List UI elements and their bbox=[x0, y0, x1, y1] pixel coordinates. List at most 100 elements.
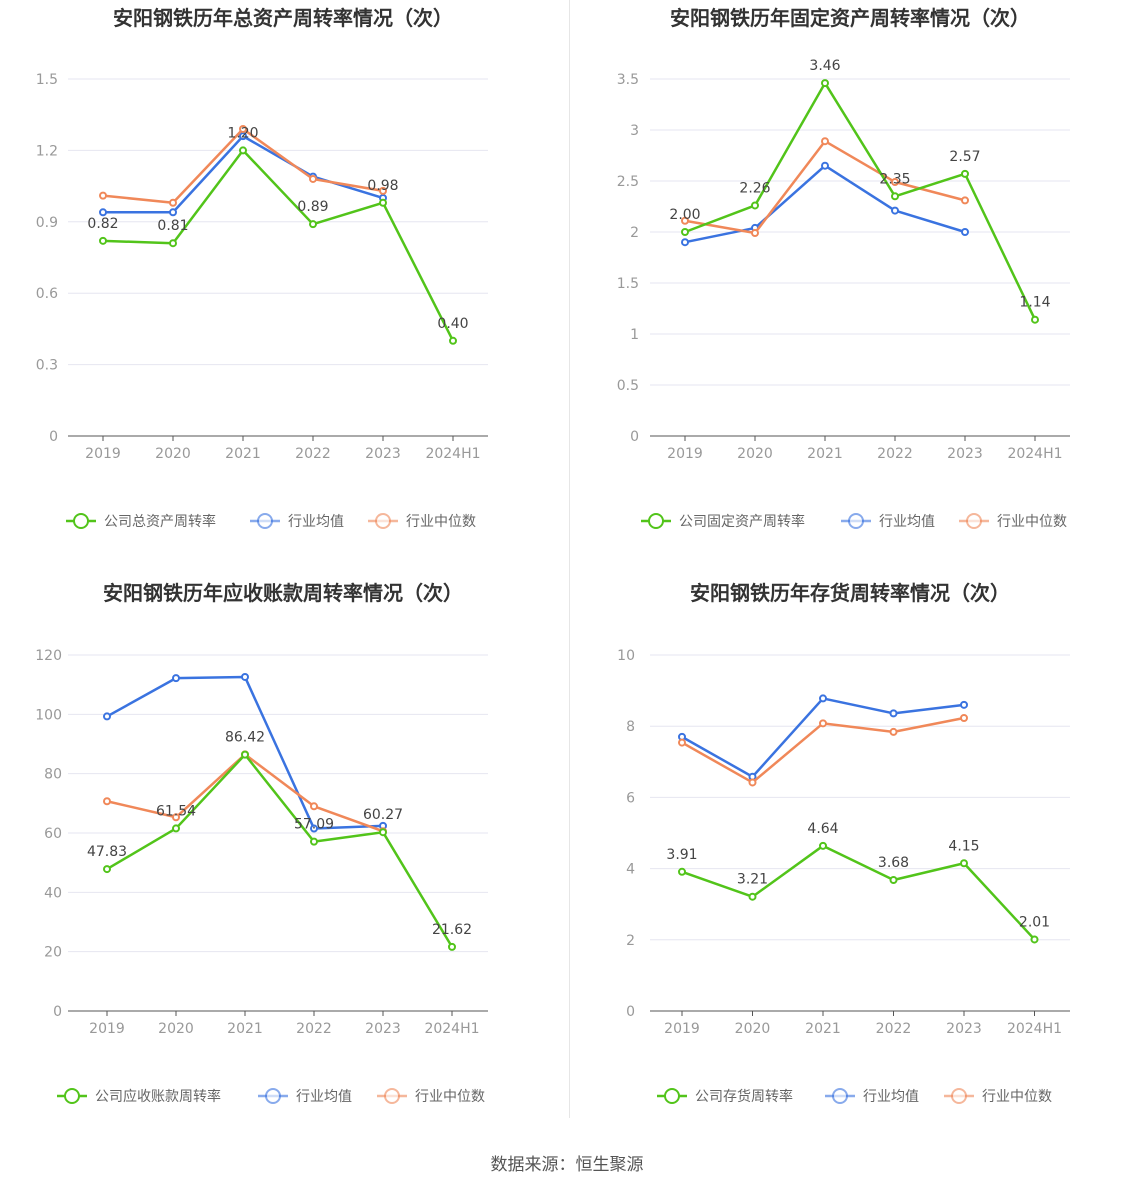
data-point-avg bbox=[169, 208, 177, 217]
data-point-company bbox=[889, 875, 898, 884]
series-line-company bbox=[102, 149, 455, 342]
y-tick-label: 0 bbox=[53, 1004, 62, 1020]
data-point-company bbox=[961, 169, 969, 178]
panel-divider bbox=[569, 0, 570, 1118]
chart-panel-fixed-asset-turnover: 安阳钢铁历年固定资产周转率情况（次） 0 0.5 1 1.5 2 2.5 3 3.5 2019 20… bbox=[567, 0, 1134, 560]
data-source-note: 数据来源：恒生聚源 bbox=[490, 1155, 644, 1175]
x-tick-label: 2019 bbox=[89, 1021, 125, 1037]
data-label: 0.98 bbox=[367, 178, 398, 194]
legend-item-avg[interactable]: 行业均值 bbox=[825, 1088, 919, 1105]
data-label: 2.57 bbox=[949, 149, 980, 165]
x-tick-label: 2024H1 bbox=[424, 1021, 479, 1037]
data-label: 86.42 bbox=[225, 730, 265, 746]
data-point-avg bbox=[681, 238, 689, 247]
x-tick-label: 2019 bbox=[664, 1021, 700, 1037]
chart-total-asset-turnover: 安阳钢铁历年总资产周转率情况（次） 0 0.3 0.6 0.9 1.2 1.5 2019 202… bbox=[36, 6, 488, 530]
legend-marker-icon bbox=[832, 1088, 848, 1104]
data-label: 3.46 bbox=[809, 58, 840, 74]
chart-title: 安阳钢铁历年固定资产周转率情况（次） bbox=[670, 6, 1030, 30]
legend-item-median[interactable]: 行业中位数 bbox=[944, 1088, 1052, 1105]
data-point-median bbox=[172, 813, 180, 822]
legend-marker-icon bbox=[966, 513, 982, 529]
series-line-median bbox=[681, 716, 965, 784]
data-point-median bbox=[103, 797, 111, 806]
legend-item-avg[interactable]: 行业均值 bbox=[258, 1088, 352, 1105]
chart-fixed-asset-turnover: 安阳钢铁历年固定资产周转率情况（次） 0 0.5 1 1.5 2 2.5 3 3.5 2019 20… bbox=[617, 6, 1070, 530]
legend-marker-icon bbox=[664, 1088, 680, 1104]
y-tick-label: 3.5 bbox=[617, 72, 639, 88]
data-label: 4.64 bbox=[807, 821, 838, 837]
chart-panel-total-asset-turnover: 安阳钢铁历年总资产周转率情况（次） 0 0.3 0.6 0.9 1.2 1.5 2019 202… bbox=[0, 0, 567, 560]
legend-label: 公司总资产周转率 bbox=[104, 513, 216, 530]
legend-item-avg[interactable]: 行业均值 bbox=[250, 513, 344, 530]
legend-item-median[interactable]: 行业中位数 bbox=[377, 1088, 485, 1105]
data-point-median bbox=[379, 186, 387, 195]
data-point-median bbox=[678, 738, 686, 747]
legend-label: 行业中位数 bbox=[997, 514, 1067, 530]
legend-label: 公司存货周转率 bbox=[695, 1088, 793, 1105]
legend-item-company[interactable]: 公司总资产周转率 bbox=[66, 513, 216, 530]
data-label: 3.68 bbox=[878, 855, 909, 871]
y-tick-label: 2.5 bbox=[617, 174, 639, 190]
legend-label: 行业中位数 bbox=[415, 1089, 485, 1105]
x-tick-label: 2019 bbox=[85, 446, 121, 462]
data-point-company bbox=[103, 865, 111, 874]
x-tick-label: 2021 bbox=[807, 446, 843, 462]
x-tick-label: 2021 bbox=[225, 446, 261, 462]
legend-item-avg[interactable]: 行业均值 bbox=[841, 513, 935, 530]
y-tick-label: 3 bbox=[630, 123, 639, 139]
legend-marker-icon bbox=[265, 1088, 281, 1104]
y-tick-label: 0.9 bbox=[36, 215, 58, 231]
data-point-median bbox=[310, 802, 318, 811]
x-tick-label: 2019 bbox=[667, 446, 703, 462]
legend-marker-icon bbox=[951, 1088, 967, 1104]
data-label: 1.14 bbox=[1019, 295, 1050, 311]
data-label: 4.15 bbox=[948, 838, 979, 854]
legend-item-median[interactable]: 行业中位数 bbox=[368, 513, 476, 530]
y-tick-label: 0.5 bbox=[617, 378, 639, 394]
x-tick-label: 2020 bbox=[735, 1021, 771, 1037]
x-tick-label: 2021 bbox=[805, 1021, 841, 1037]
data-point-company bbox=[681, 228, 689, 236]
series-line-company bbox=[684, 81, 1037, 321]
data-point-company bbox=[748, 892, 757, 901]
data-label: 2.00 bbox=[669, 207, 700, 223]
y-tick-label: 1.5 bbox=[617, 276, 639, 292]
legend-marker-icon bbox=[848, 513, 864, 529]
x-tick-label: 2023 bbox=[946, 1021, 982, 1037]
data-point-avg bbox=[241, 672, 249, 681]
data-point-company bbox=[821, 79, 829, 88]
legend-item-company[interactable]: 公司固定资产周转率 bbox=[641, 513, 805, 530]
legend-label: 行业中位数 bbox=[982, 1089, 1052, 1105]
y-tick-label: 1.5 bbox=[36, 72, 58, 88]
series-line-avg bbox=[681, 697, 965, 779]
data-point-company bbox=[819, 841, 827, 850]
data-label: 47.83 bbox=[87, 844, 127, 860]
legend-item-company[interactable]: 公司应收账款周转率 bbox=[57, 1088, 221, 1105]
legend-marker-icon bbox=[257, 513, 273, 529]
y-tick-label: 40 bbox=[44, 885, 62, 901]
x-tick-label: 2020 bbox=[737, 446, 773, 462]
data-point-company bbox=[960, 859, 968, 868]
data-label: 0.40 bbox=[437, 316, 468, 332]
data-point-median bbox=[821, 137, 829, 146]
legend-label: 公司固定资产周转率 bbox=[679, 513, 805, 530]
legend-label: 行业均值 bbox=[879, 514, 935, 530]
legend-item-company[interactable]: 公司存货周转率 bbox=[657, 1088, 793, 1105]
x-tick-label: 2024H1 bbox=[1007, 446, 1062, 462]
data-point-company bbox=[751, 201, 759, 210]
legend-marker-icon bbox=[64, 1088, 80, 1104]
x-tick-label: 2022 bbox=[296, 1021, 332, 1037]
legend-label: 行业均值 bbox=[863, 1089, 919, 1105]
legend-marker-icon bbox=[375, 513, 391, 529]
data-point-median bbox=[961, 196, 969, 205]
legend-item-median[interactable]: 行业中位数 bbox=[959, 513, 1067, 530]
series-line-company bbox=[106, 753, 454, 948]
y-tick-label: 4 bbox=[626, 862, 635, 878]
data-point-company bbox=[99, 236, 107, 245]
x-tick-label: 2023 bbox=[947, 446, 983, 462]
data-point-company bbox=[241, 750, 249, 759]
x-tick-label: 2022 bbox=[877, 446, 913, 462]
data-label: 3.21 bbox=[737, 872, 768, 888]
y-tick-label: 1 bbox=[630, 327, 639, 343]
